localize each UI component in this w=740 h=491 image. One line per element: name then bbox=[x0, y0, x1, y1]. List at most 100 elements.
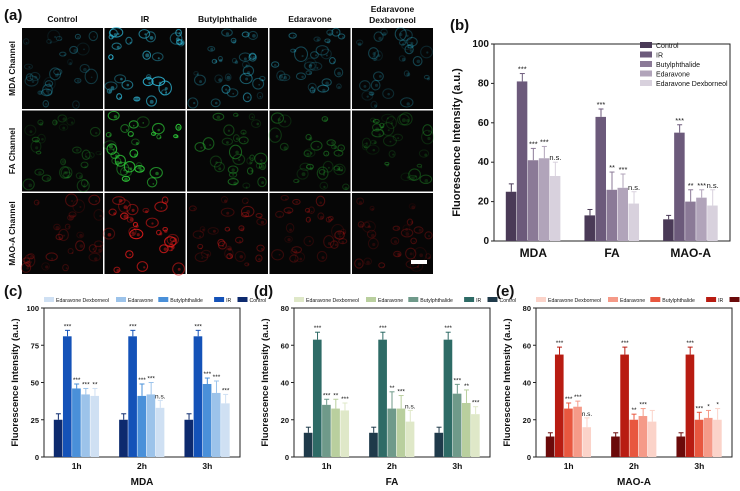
cell-signal bbox=[142, 50, 152, 60]
cell-signal bbox=[246, 167, 254, 175]
cell-signal bbox=[111, 36, 114, 39]
cell-signal bbox=[283, 146, 288, 150]
significance-label: ** bbox=[92, 381, 98, 388]
cell-signal bbox=[243, 140, 246, 143]
cell-signal bbox=[67, 214, 74, 221]
cell-signal bbox=[275, 210, 285, 219]
cell-signal bbox=[136, 261, 149, 272]
cell-signal bbox=[372, 55, 378, 62]
bar bbox=[564, 408, 573, 457]
cell-signal bbox=[420, 166, 423, 169]
cell-signal bbox=[62, 263, 69, 272]
cell-signal bbox=[75, 148, 79, 152]
cell-signal bbox=[145, 74, 152, 81]
cell-signal bbox=[121, 80, 134, 90]
micrograph-background bbox=[22, 193, 103, 274]
bar bbox=[369, 432, 378, 457]
cell-signal bbox=[399, 112, 413, 126]
cell-signal bbox=[54, 35, 57, 39]
cell-signal bbox=[230, 37, 237, 44]
cell-signal bbox=[406, 72, 411, 77]
cell-signal bbox=[157, 128, 160, 132]
cell-signal bbox=[119, 96, 122, 99]
cell-signal bbox=[218, 167, 222, 171]
panel-b: 0 20 40 60 80 100 Fluorescence Intensity (a.u.… bbox=[450, 17, 731, 260]
cell-signal bbox=[217, 240, 227, 250]
cell-signal bbox=[53, 68, 63, 76]
legend-label: Edaravone Dexborneol bbox=[548, 298, 601, 304]
y-tick-label: 60 bbox=[281, 341, 289, 350]
cell-signal bbox=[337, 71, 341, 76]
cell-signal bbox=[145, 210, 149, 214]
legend-label: Edaravone Dexborneol bbox=[656, 81, 728, 88]
cell-signal bbox=[209, 143, 212, 147]
cell-signal bbox=[283, 207, 294, 214]
cell-signal bbox=[251, 157, 254, 159]
cell-signal bbox=[308, 240, 311, 243]
micrograph-cell bbox=[103, 110, 186, 192]
micrograph-background bbox=[269, 110, 351, 192]
cell-signal bbox=[405, 228, 409, 232]
cell-signal bbox=[124, 177, 128, 182]
cell-signal bbox=[129, 217, 134, 222]
cell-signal bbox=[409, 49, 413, 52]
cell-signal bbox=[372, 52, 376, 56]
cell-signal bbox=[242, 92, 252, 103]
cell-signal bbox=[22, 257, 31, 263]
cell-signal bbox=[367, 225, 371, 228]
y-tick-label: 60 bbox=[523, 341, 531, 350]
significance-label: *** bbox=[204, 371, 212, 378]
significance-label: *** bbox=[454, 377, 462, 384]
cell-signal bbox=[104, 81, 118, 91]
legend-swatch bbox=[640, 51, 652, 58]
cell-signal bbox=[126, 216, 134, 223]
cell-signal bbox=[70, 121, 74, 124]
micrograph-background bbox=[104, 193, 186, 274]
legend-swatch bbox=[536, 297, 546, 302]
x-tick-label: MAO-A bbox=[670, 246, 711, 260]
cell-signal bbox=[151, 52, 164, 62]
significance-label: *** bbox=[472, 400, 480, 407]
significance-label: *** bbox=[686, 340, 694, 347]
cell-signal bbox=[241, 197, 249, 205]
cell-signal bbox=[142, 77, 154, 87]
bar bbox=[119, 419, 128, 457]
cell-signal bbox=[420, 45, 433, 59]
cell-signal bbox=[226, 75, 231, 80]
cell-signal bbox=[224, 226, 231, 232]
cell-signal bbox=[330, 218, 334, 221]
cell-signal bbox=[131, 138, 140, 146]
cell-signal bbox=[276, 70, 286, 81]
cell-signal bbox=[138, 29, 151, 39]
cell-signal bbox=[381, 122, 395, 136]
cell-signal bbox=[309, 51, 319, 59]
cell-signal bbox=[175, 134, 179, 139]
cell-signal bbox=[118, 198, 123, 203]
cell-signal bbox=[115, 160, 120, 165]
cell-signal bbox=[322, 173, 326, 176]
cell-signal bbox=[365, 144, 380, 155]
cell-signal bbox=[318, 169, 326, 175]
cell-signal bbox=[228, 253, 232, 257]
cell-signal bbox=[225, 88, 228, 91]
cell-signal bbox=[192, 230, 205, 239]
cell-signal bbox=[240, 211, 250, 218]
bar bbox=[663, 219, 674, 241]
significance-label: ** bbox=[688, 181, 694, 190]
significance-label: *** bbox=[379, 325, 387, 332]
cell-signal bbox=[228, 144, 243, 160]
legend-label: IR bbox=[656, 53, 663, 60]
cell-signal bbox=[131, 208, 135, 212]
cell-signal bbox=[49, 67, 62, 81]
significance-label: ** bbox=[389, 385, 395, 392]
significance-label: * bbox=[707, 403, 710, 410]
cell-signal bbox=[400, 172, 412, 182]
cell-signal bbox=[34, 75, 38, 79]
cell-signal bbox=[199, 226, 206, 233]
cell-signal bbox=[154, 201, 168, 212]
cell-signal bbox=[148, 81, 151, 85]
cell-signal bbox=[325, 216, 332, 223]
significance-label: n.s. bbox=[155, 393, 166, 400]
y-axis-title: Fluorescence Intensity (a.u.) bbox=[502, 318, 513, 446]
cell-signal bbox=[81, 149, 91, 161]
